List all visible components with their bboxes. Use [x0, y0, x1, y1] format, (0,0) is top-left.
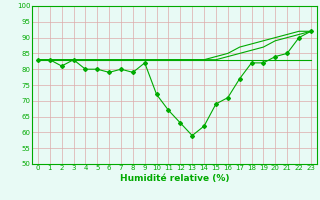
- X-axis label: Humidité relative (%): Humidité relative (%): [120, 174, 229, 183]
